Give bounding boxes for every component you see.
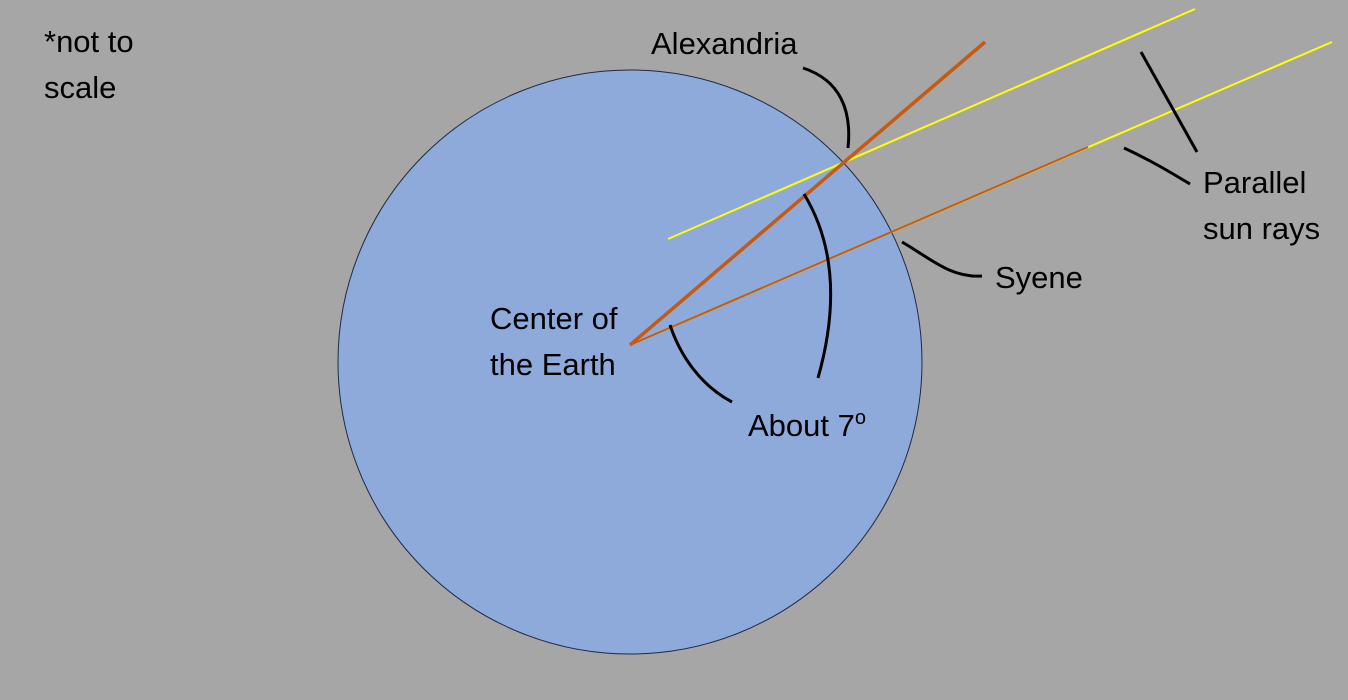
alexandria-leader [802,66,851,149]
angle-arc-outer [802,193,833,379]
note-line-1: *not to [44,24,134,59]
note-line-2: scale [44,70,117,105]
degree-symbol: o [854,407,866,429]
angle-arc-inner [668,324,733,404]
label-syene: Syene [995,260,1083,295]
center-line-2: the Earth [490,347,616,382]
label-center-of-earth: Center of the Earth [490,296,618,388]
label-alexandria: Alexandria [651,26,798,61]
parallel-line-1: Parallel [1203,165,1307,200]
angle-value: About 7 [748,408,855,443]
center-line-1: Center of [490,301,618,336]
radius-line-alexandria [628,40,987,347]
not-to-scale-note: *not to scale [44,19,134,111]
parallel-leader-upper [1139,51,1199,153]
parallel-leader-lower [1123,146,1191,186]
radius-line-syene [629,146,1089,346]
earth-circle [337,69,923,655]
sun-ray-alexandria [667,8,1196,240]
syene-leader [901,240,983,278]
label-angle: About 7o [748,403,866,449]
label-parallel-sun-rays: Parallel sun rays [1203,160,1320,252]
parallel-line-2: sun rays [1203,211,1321,246]
